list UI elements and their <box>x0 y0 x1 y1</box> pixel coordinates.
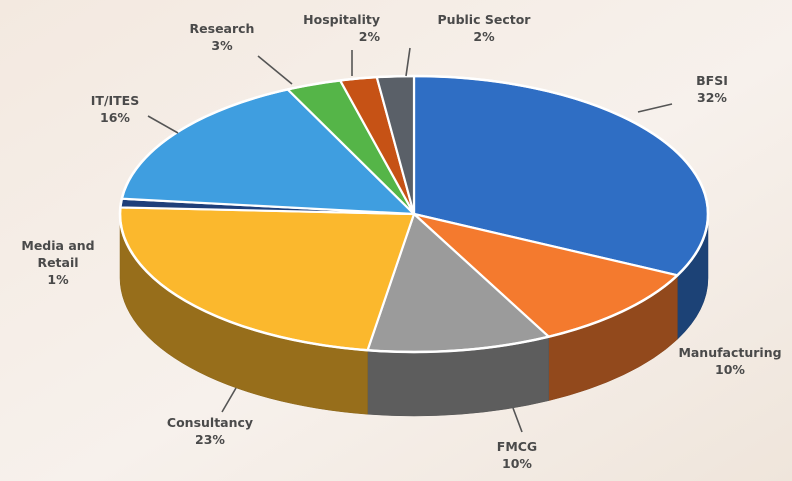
leader-line-consultancy <box>221 387 237 413</box>
slice-label-value: 2% <box>473 29 495 44</box>
leader-line-public-sector <box>405 47 411 77</box>
slice-label-consultancy: Consultancy 23% <box>167 415 253 447</box>
slice-label-value: 10% <box>715 362 745 377</box>
slice-label-bfsi: BFSI 32% <box>696 73 728 105</box>
slice-label-manufacturing: Manufacturing 10% <box>678 345 781 377</box>
slice-label-name: Public Sector <box>438 12 532 27</box>
slice-label-fmcg: FMCG 10% <box>497 439 537 471</box>
slice-label-name: IT/ITES <box>91 93 139 108</box>
pie-slices <box>118 74 710 354</box>
slice-label-value: 16% <box>100 110 130 125</box>
leader-line-research <box>257 55 293 85</box>
slice-label-name: Hospitality <box>303 12 380 27</box>
leader-line-fmcg <box>512 407 523 433</box>
slice-label-value: 1% <box>47 272 69 287</box>
pie-sides <box>119 213 709 417</box>
slice-label-name: Retail <box>37 255 78 270</box>
slice-label-hospitality: Hospitality 2% <box>303 12 380 44</box>
slice-label-name: Consultancy <box>167 415 253 430</box>
slice-label-value: 3% <box>211 38 233 53</box>
leader-lines <box>147 47 673 433</box>
slice-label-name: BFSI <box>696 73 728 88</box>
slice-label-name: FMCG <box>497 439 537 454</box>
leader-line-bfsi <box>637 103 673 113</box>
pie-rim <box>118 74 710 354</box>
slice-label-value: 23% <box>195 432 225 447</box>
slice-label-research: Research 3% <box>190 21 255 53</box>
slice-label-value: 2% <box>359 29 381 44</box>
leader-line-it-ites <box>147 115 179 134</box>
slice-label-value: 10% <box>502 456 532 471</box>
slice-labels: BFSI 32% Manufacturing 10% FMCG 10% Consultanc… <box>21 12 781 471</box>
slice-label-name: Manufacturing <box>678 345 781 360</box>
slice-label-name: Media and <box>21 238 94 253</box>
slice-label-name: Research <box>190 21 255 36</box>
slice-label-media-and-retail: Media and Retail 1% <box>21 238 94 287</box>
slice-label-public-sector: Public Sector 2% <box>438 12 532 44</box>
slice-label-it-ites: IT/ITES 16% <box>91 93 139 125</box>
slice-label-value: 32% <box>697 90 727 105</box>
